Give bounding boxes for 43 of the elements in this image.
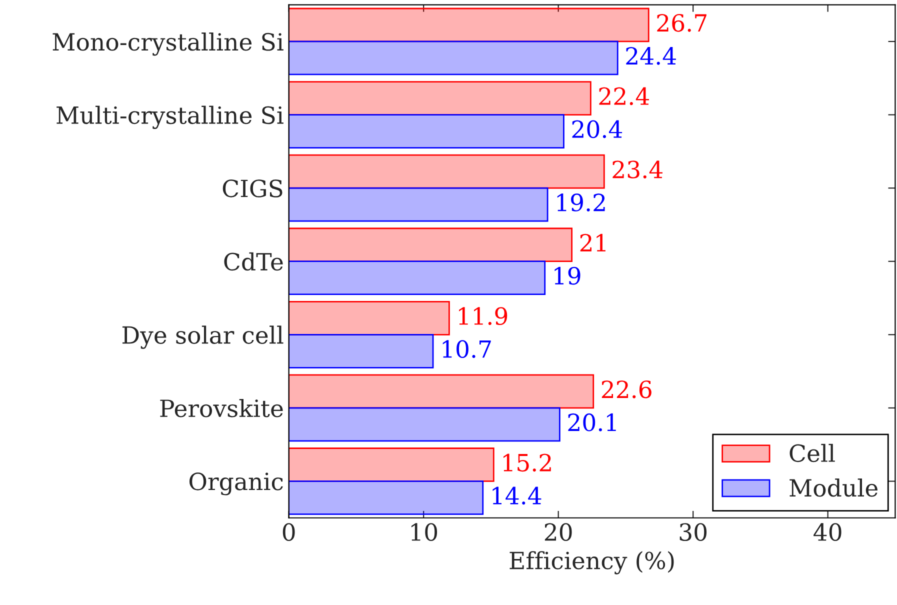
- bar: [288, 300, 450, 336]
- data-label: 14.4: [492, 486, 542, 505]
- y-tick-label: Mono-crystalline Si: [52, 32, 284, 56]
- x-tick-label: 20: [544, 523, 572, 542]
- y-tick-label: Dye solar cell: [122, 326, 284, 349]
- x-tick-label: 10: [411, 523, 438, 542]
- data-label: 20.4: [572, 120, 622, 138]
- bar: [288, 480, 484, 515]
- bar: [288, 187, 548, 222]
- y-tick-label: CdTe: [224, 252, 283, 271]
- legend-label: Cell: [790, 444, 835, 462]
- data-label: 21: [580, 234, 606, 252]
- bar: [288, 8, 650, 42]
- y-tick-label: Multi-crystalline Si: [56, 106, 284, 129]
- data-label: 10.7: [442, 340, 491, 358]
- data-label: 15.2: [503, 454, 551, 472]
- y-tick-label: Perovskite: [160, 398, 283, 418]
- bar: [288, 81, 592, 116]
- bar: [288, 407, 560, 442]
- bar: [288, 374, 594, 409]
- bar: [288, 334, 434, 368]
- x-tick-label: 30: [680, 523, 707, 542]
- y-tick-label: Organic: [189, 472, 283, 496]
- data-label: 22.6: [602, 380, 652, 398]
- bar: [288, 228, 573, 262]
- data-label: 19: [554, 266, 580, 285]
- legend-label: Module: [790, 478, 878, 497]
- data-label: 19.2: [557, 194, 605, 212]
- data-label: 20.1: [568, 413, 616, 432]
- data-label: 11.9: [459, 307, 508, 326]
- x-axis-title: Efficiency (%): [510, 551, 674, 574]
- y-tick-label: CIGS: [222, 180, 282, 198]
- data-label: 24.4: [626, 46, 676, 65]
- x-tick-label: 40: [814, 523, 842, 542]
- bar: [288, 448, 494, 482]
- bar: [288, 114, 564, 148]
- bar: [288, 40, 618, 76]
- bar: [288, 260, 546, 296]
- x-tick-label: 0: [282, 523, 295, 542]
- data-label: 22.4: [599, 87, 649, 106]
- data-label: 26.7: [657, 14, 706, 32]
- data-label: 23.4: [612, 160, 662, 178]
- bar: [288, 154, 605, 189]
